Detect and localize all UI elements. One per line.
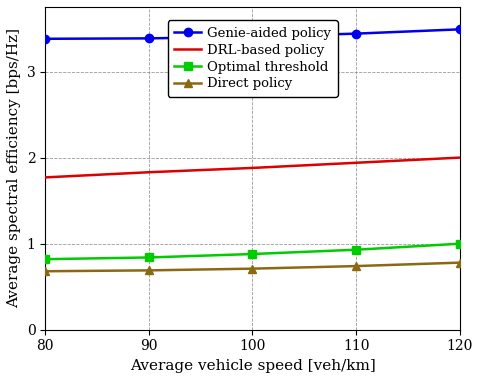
Optimal threshold [353,247,359,252]
Y-axis label: Average spectral efficiency [bps/Hz]: Average spectral efficiency [bps/Hz] [7,28,21,308]
Line: DRL-based policy: DRL-based policy [45,158,460,177]
Optimal threshold [457,241,463,246]
Direct policy [457,260,463,265]
Optimal threshold [250,252,255,256]
Optimal threshold [146,255,152,260]
DRL-based policy [250,166,255,170]
Genie-aided policy [42,36,48,41]
Line: Genie-aided policy: Genie-aided policy [41,25,464,43]
Genie-aided policy [457,27,463,32]
DRL-based policy [457,155,463,160]
X-axis label: Average vehicle speed [veh/km]: Average vehicle speed [veh/km] [130,359,375,373]
DRL-based policy [353,160,359,165]
DRL-based policy [42,175,48,180]
Legend: Genie-aided policy, DRL-based policy, Optimal threshold, Direct policy: Genie-aided policy, DRL-based policy, Op… [168,20,338,97]
Direct policy [146,268,152,273]
Direct policy [353,264,359,268]
Line: Direct policy: Direct policy [41,258,464,276]
Line: Optimal threshold: Optimal threshold [41,239,464,263]
Genie-aided policy [353,32,359,36]
Direct policy [42,269,48,274]
Genie-aided policy [146,36,152,41]
Direct policy [250,266,255,271]
Genie-aided policy [250,34,255,39]
DRL-based policy [146,170,152,174]
Optimal threshold [42,257,48,261]
